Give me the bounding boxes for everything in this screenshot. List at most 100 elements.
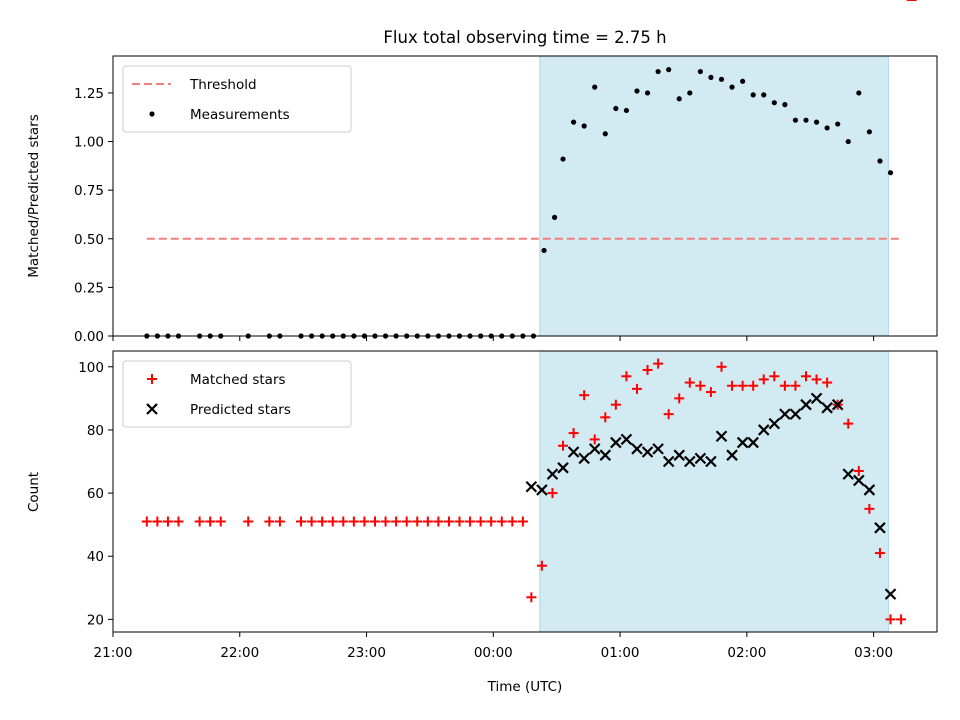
measurement-point bbox=[623, 107, 630, 114]
legend-matched-swatch bbox=[147, 374, 157, 384]
matched-star-point bbox=[631, 383, 642, 394]
matched-star-point bbox=[674, 393, 685, 404]
matched-star-point bbox=[684, 377, 695, 388]
x-tick-label: 22:00 bbox=[220, 645, 259, 661]
matched-star-point bbox=[369, 516, 380, 527]
matched-star-point bbox=[359, 516, 370, 527]
predicted-star-point bbox=[884, 588, 897, 600]
predicted-star-point bbox=[578, 452, 590, 465]
matched-star-point bbox=[758, 374, 769, 385]
predicted-star-point bbox=[831, 398, 844, 411]
measurement-point bbox=[541, 247, 547, 254]
predicted-star-point bbox=[546, 468, 559, 480]
predicted-star-point bbox=[810, 392, 823, 405]
matched-star-point bbox=[296, 516, 307, 527]
matched-star-point bbox=[443, 516, 454, 527]
bottom-panel: 20 40 60 80 100 21:00 22:00 23:00 00:00 01:00 02:0… bbox=[78, 0, 938, 661]
predicted-star-point bbox=[557, 462, 569, 474]
x-tick-label: 01:00 bbox=[601, 645, 640, 661]
matched-star-point bbox=[610, 399, 621, 410]
measurement-point bbox=[570, 119, 577, 125]
measurement-point bbox=[613, 105, 619, 112]
x-tick-label: 02:00 bbox=[727, 645, 766, 661]
measurement-point bbox=[644, 90, 651, 96]
matched-star-point bbox=[465, 516, 476, 527]
measurement-point bbox=[835, 121, 841, 127]
bottom-y-tick-label: 100 bbox=[78, 360, 104, 376]
top-axes-frame bbox=[112, 55, 938, 337]
matched-star-point bbox=[475, 516, 486, 527]
top-y-tick-label: 0.75 bbox=[74, 183, 104, 199]
chart-title: Flux total observing time = 2.75 h bbox=[383, 28, 666, 47]
matched-star-point bbox=[748, 380, 759, 391]
measurement-point bbox=[551, 214, 558, 220]
measurement-point bbox=[761, 92, 767, 98]
predicted-star-point bbox=[610, 436, 622, 449]
matched-star-point bbox=[568, 428, 579, 439]
measurement-point bbox=[771, 100, 777, 106]
measurement-point bbox=[740, 78, 746, 84]
matched-star-point bbox=[705, 387, 716, 398]
measurement-point bbox=[729, 84, 735, 90]
measurement-point bbox=[877, 158, 883, 164]
matched-star-point bbox=[558, 440, 569, 451]
matched-star-point bbox=[152, 516, 163, 527]
predicted-star-point bbox=[536, 484, 548, 496]
predicted-star-point bbox=[673, 449, 686, 461]
matched-star-point bbox=[896, 614, 907, 625]
top-y-tick-label: 0.00 bbox=[74, 329, 104, 345]
legend-threshold-label: Threshold bbox=[189, 77, 257, 93]
bottom-y-axis-label: Count bbox=[26, 472, 42, 512]
predicted-star-point bbox=[789, 408, 802, 420]
bottom-y-tick-label: 60 bbox=[87, 486, 104, 502]
matched-star-point bbox=[380, 516, 391, 527]
matched-star-point bbox=[338, 516, 349, 527]
top-y-tick-label: 1.00 bbox=[74, 135, 104, 151]
top-panel: 0.00 0.25 0.50 0.75 1.00 1.25 Threshold Measure… bbox=[74, 55, 938, 345]
matched-star-point bbox=[769, 371, 780, 382]
matched-star-point bbox=[274, 516, 285, 527]
matched-star-point bbox=[790, 380, 801, 391]
measurement-point bbox=[792, 117, 799, 123]
predicted-star-point bbox=[588, 443, 601, 455]
bottom-axes-frame bbox=[112, 350, 938, 633]
measurement-point bbox=[845, 138, 851, 145]
matched-star-point bbox=[716, 361, 727, 372]
matched-star-point bbox=[801, 371, 812, 382]
measurement-point bbox=[676, 96, 682, 102]
matched-star-point bbox=[173, 516, 184, 527]
measurement-point bbox=[782, 102, 788, 108]
measurement-point bbox=[887, 170, 894, 176]
x-tick-label: 03:00 bbox=[854, 645, 893, 661]
matched-star-point bbox=[811, 374, 822, 385]
predicted-star-point bbox=[620, 433, 633, 446]
matched-star-point bbox=[422, 516, 433, 527]
top-observing-span bbox=[539, 55, 889, 337]
matched-star-point bbox=[589, 434, 600, 445]
legend-predicted-swatch bbox=[146, 403, 158, 415]
top-y-axis-label: Matched/Predicted stars bbox=[26, 114, 42, 277]
x-tick-label: 00:00 bbox=[474, 645, 513, 661]
top-legend: Threshold Measurements bbox=[122, 65, 352, 133]
matched-star-point bbox=[327, 516, 338, 527]
measurement-point bbox=[592, 84, 598, 90]
measurement-point bbox=[581, 123, 587, 129]
matched-star-point bbox=[885, 614, 896, 625]
predicted-star-point bbox=[736, 436, 749, 449]
legend-predicted-label: Predicted stars bbox=[190, 402, 291, 418]
matched-star-point bbox=[306, 516, 317, 527]
predicted-star-point bbox=[684, 455, 696, 468]
bottom-observing-span bbox=[539, 350, 889, 633]
matched-star-point bbox=[727, 380, 738, 391]
bottom-y-tick-label: 80 bbox=[87, 423, 104, 439]
measurement-point bbox=[666, 67, 672, 73]
predicted-star-point bbox=[694, 452, 707, 465]
matched-star-point bbox=[547, 488, 558, 499]
matched-star-point bbox=[737, 380, 748, 391]
legend-measurements-swatch bbox=[149, 111, 155, 117]
matched-star-point bbox=[663, 409, 674, 420]
matched-star-point bbox=[194, 516, 205, 527]
top-y-tick-label: 1.25 bbox=[74, 86, 104, 102]
measurement-point bbox=[718, 76, 725, 82]
matched-star-point bbox=[642, 364, 653, 375]
